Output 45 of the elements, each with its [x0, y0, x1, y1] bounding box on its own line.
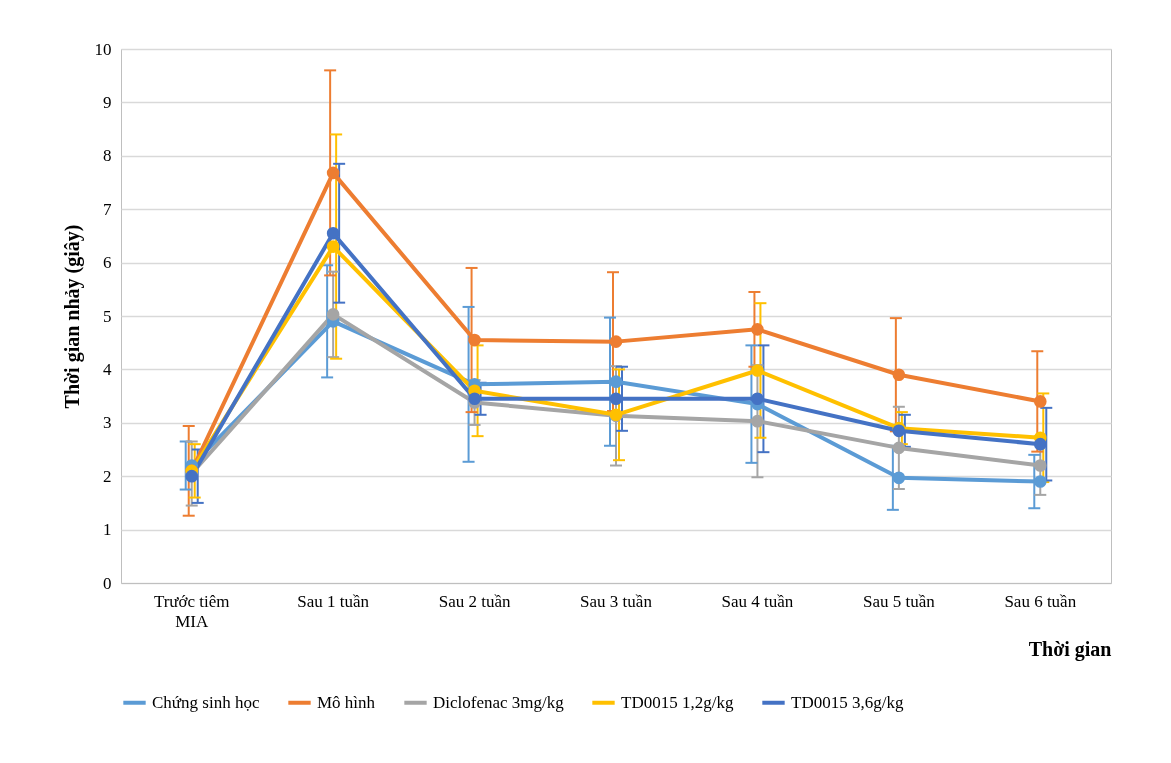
legend-label: Diclofenac 3mg/kg	[433, 692, 565, 712]
point	[1033, 437, 1047, 451]
point	[892, 368, 906, 382]
legend-label: Chứng sinh học	[152, 692, 260, 712]
point	[751, 364, 764, 377]
point	[326, 166, 340, 180]
point	[1033, 459, 1047, 472]
x-tick-label: Sau 3 tuần	[580, 591, 653, 611]
y-tick-label: 4	[103, 359, 112, 379]
point	[892, 471, 906, 485]
point	[1033, 475, 1047, 488]
y-tick-label: 7	[103, 199, 112, 219]
x-axis-title: Thời gian	[1028, 637, 1112, 661]
y-tick-label: 9	[103, 92, 112, 112]
y-tick-label: 1	[103, 520, 112, 540]
y-tick-label: 3	[103, 413, 112, 433]
y-tick-label: 10	[94, 39, 112, 59]
y-tick-label: 0	[103, 573, 112, 593]
point	[468, 333, 481, 347]
y-tick-label: 2	[103, 466, 112, 486]
legend-label: TD0015 3,6g/kg	[791, 692, 904, 712]
point	[609, 392, 623, 406]
point	[751, 392, 764, 406]
point	[609, 375, 623, 388]
point	[892, 441, 906, 455]
point	[751, 414, 764, 428]
y-tick-label: 6	[103, 253, 112, 273]
legend-label: TD0015 1,2g/kg	[621, 692, 734, 712]
point	[468, 392, 481, 406]
legend-label: Mô hình	[317, 692, 376, 712]
point	[326, 308, 340, 321]
point	[751, 323, 764, 336]
y-tick-label: 5	[103, 306, 112, 326]
point	[326, 240, 340, 253]
x-tick-label: Sau 1 tuần	[297, 591, 370, 611]
y-axis-title: Thời gian nhảy (giây)	[60, 224, 84, 409]
y-tick-label: 8	[103, 146, 112, 166]
point	[609, 335, 623, 348]
x-tick-label: Sau 4 tuần	[721, 591, 794, 611]
x-tick-label: Trước tiêm MIA	[153, 591, 230, 631]
x-tick-label: Sau 5 tuần	[862, 591, 936, 611]
point	[326, 226, 340, 240]
x-tick-label: Sau 6 tuần	[1004, 591, 1077, 611]
x-tick-label: Sau 2 tuần	[438, 591, 511, 611]
point	[1033, 395, 1047, 408]
